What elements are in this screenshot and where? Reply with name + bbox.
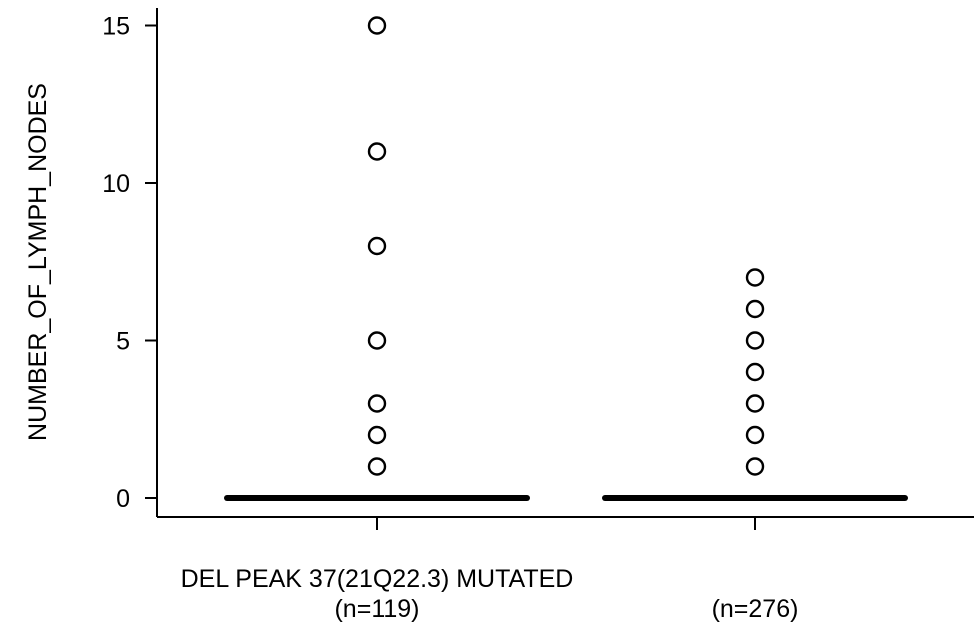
outlier-point bbox=[367, 16, 387, 35]
y-tick-label: 5 bbox=[116, 328, 130, 356]
outlier-point bbox=[367, 425, 387, 445]
outlier-point bbox=[745, 362, 765, 382]
y-tick-label: 0 bbox=[116, 485, 130, 513]
outlier-point bbox=[745, 425, 765, 445]
outlier-point bbox=[367, 457, 387, 476]
outlier-point bbox=[367, 394, 387, 413]
plot-frame bbox=[156, 8, 974, 518]
x-axis-ticks: DEL PEAK 37(21Q22.3) MUTATED(n=119) (n=27… bbox=[181, 517, 799, 623]
outlier-point bbox=[745, 268, 765, 287]
outlier-points bbox=[367, 16, 765, 476]
y-tick-label: 10 bbox=[102, 170, 130, 198]
y-axis-title: NUMBER_OF_LYMPH_NODES bbox=[24, 83, 52, 441]
y-axis-ticks: 0 5 10 15 bbox=[102, 13, 157, 513]
outlier-point bbox=[745, 457, 765, 476]
outlier-point bbox=[745, 299, 765, 319]
outlier-point bbox=[367, 142, 387, 161]
x-category-count: (n=119) bbox=[334, 595, 419, 623]
y-tick-label: 15 bbox=[102, 13, 130, 41]
x-category-label: DEL PEAK 37(21Q22.3) MUTATED bbox=[181, 565, 574, 593]
outlier-point bbox=[745, 394, 765, 413]
outlier-point bbox=[367, 236, 387, 256]
x-category-count: (n=276) bbox=[712, 595, 799, 623]
outlier-point bbox=[745, 331, 765, 350]
outlier-point bbox=[367, 331, 387, 350]
